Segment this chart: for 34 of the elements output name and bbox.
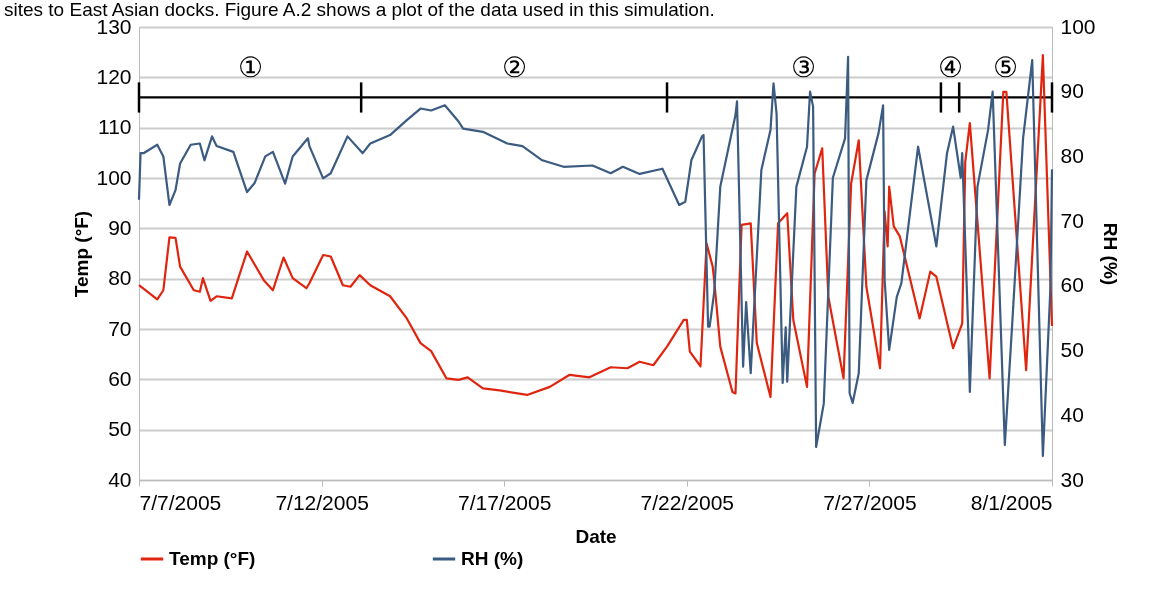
text: sites to East Asian docks. Figure A.2 shows a plot of the data used in this simulation. <box>4 0 715 20</box>
y-tick-label: 100 <box>96 165 132 189</box>
y2-tick-label: 80 <box>1060 143 1084 167</box>
y2-tick-label: 70 <box>1060 208 1084 232</box>
annotation: ② <box>501 51 527 85</box>
y-tick-label: 50 <box>108 417 132 441</box>
y-tick-label: 70 <box>108 316 132 340</box>
y-tick-label: 90 <box>108 215 132 239</box>
annotation: ⑤ <box>993 51 1019 85</box>
x-tick-label: 7/17/2005 <box>457 490 552 514</box>
y2-tick-label: 60 <box>1060 273 1084 297</box>
legend-label: RH (%) <box>461 548 524 569</box>
y-tick-label: 120 <box>96 64 132 88</box>
legend-label: Temp (°F) <box>169 548 256 569</box>
x-tick-label: 7/22/2005 <box>640 490 735 514</box>
annotation: ④ <box>937 51 963 85</box>
y-tick-label: 110 <box>98 115 132 139</box>
y2-axis-title: RH (%) <box>1099 222 1121 286</box>
x-tick-label: 7/27/2005 <box>823 490 917 514</box>
annotation: ① <box>237 51 263 85</box>
annotation: ③ <box>791 51 817 85</box>
y2-tick-label: 100 <box>1060 14 1096 38</box>
x-tick-label: 7/7/2005 <box>139 490 222 514</box>
y-tick-label: 80 <box>108 266 132 290</box>
y-tick-label: 40 <box>108 467 132 491</box>
x-tick-label: 8/1/2005 <box>970 490 1053 514</box>
x-axis-title: Date <box>575 525 617 547</box>
y-axis-title: Temp (°F) <box>71 210 93 298</box>
x-tick-label: 7/12/2005 <box>275 490 369 514</box>
y2-tick-label: 50 <box>1060 338 1084 362</box>
y2-tick-label: 90 <box>1060 79 1084 103</box>
y-tick-label: 60 <box>108 366 132 390</box>
y2-tick-label: 40 <box>1060 402 1084 426</box>
y2-tick-label: 30 <box>1060 467 1084 491</box>
